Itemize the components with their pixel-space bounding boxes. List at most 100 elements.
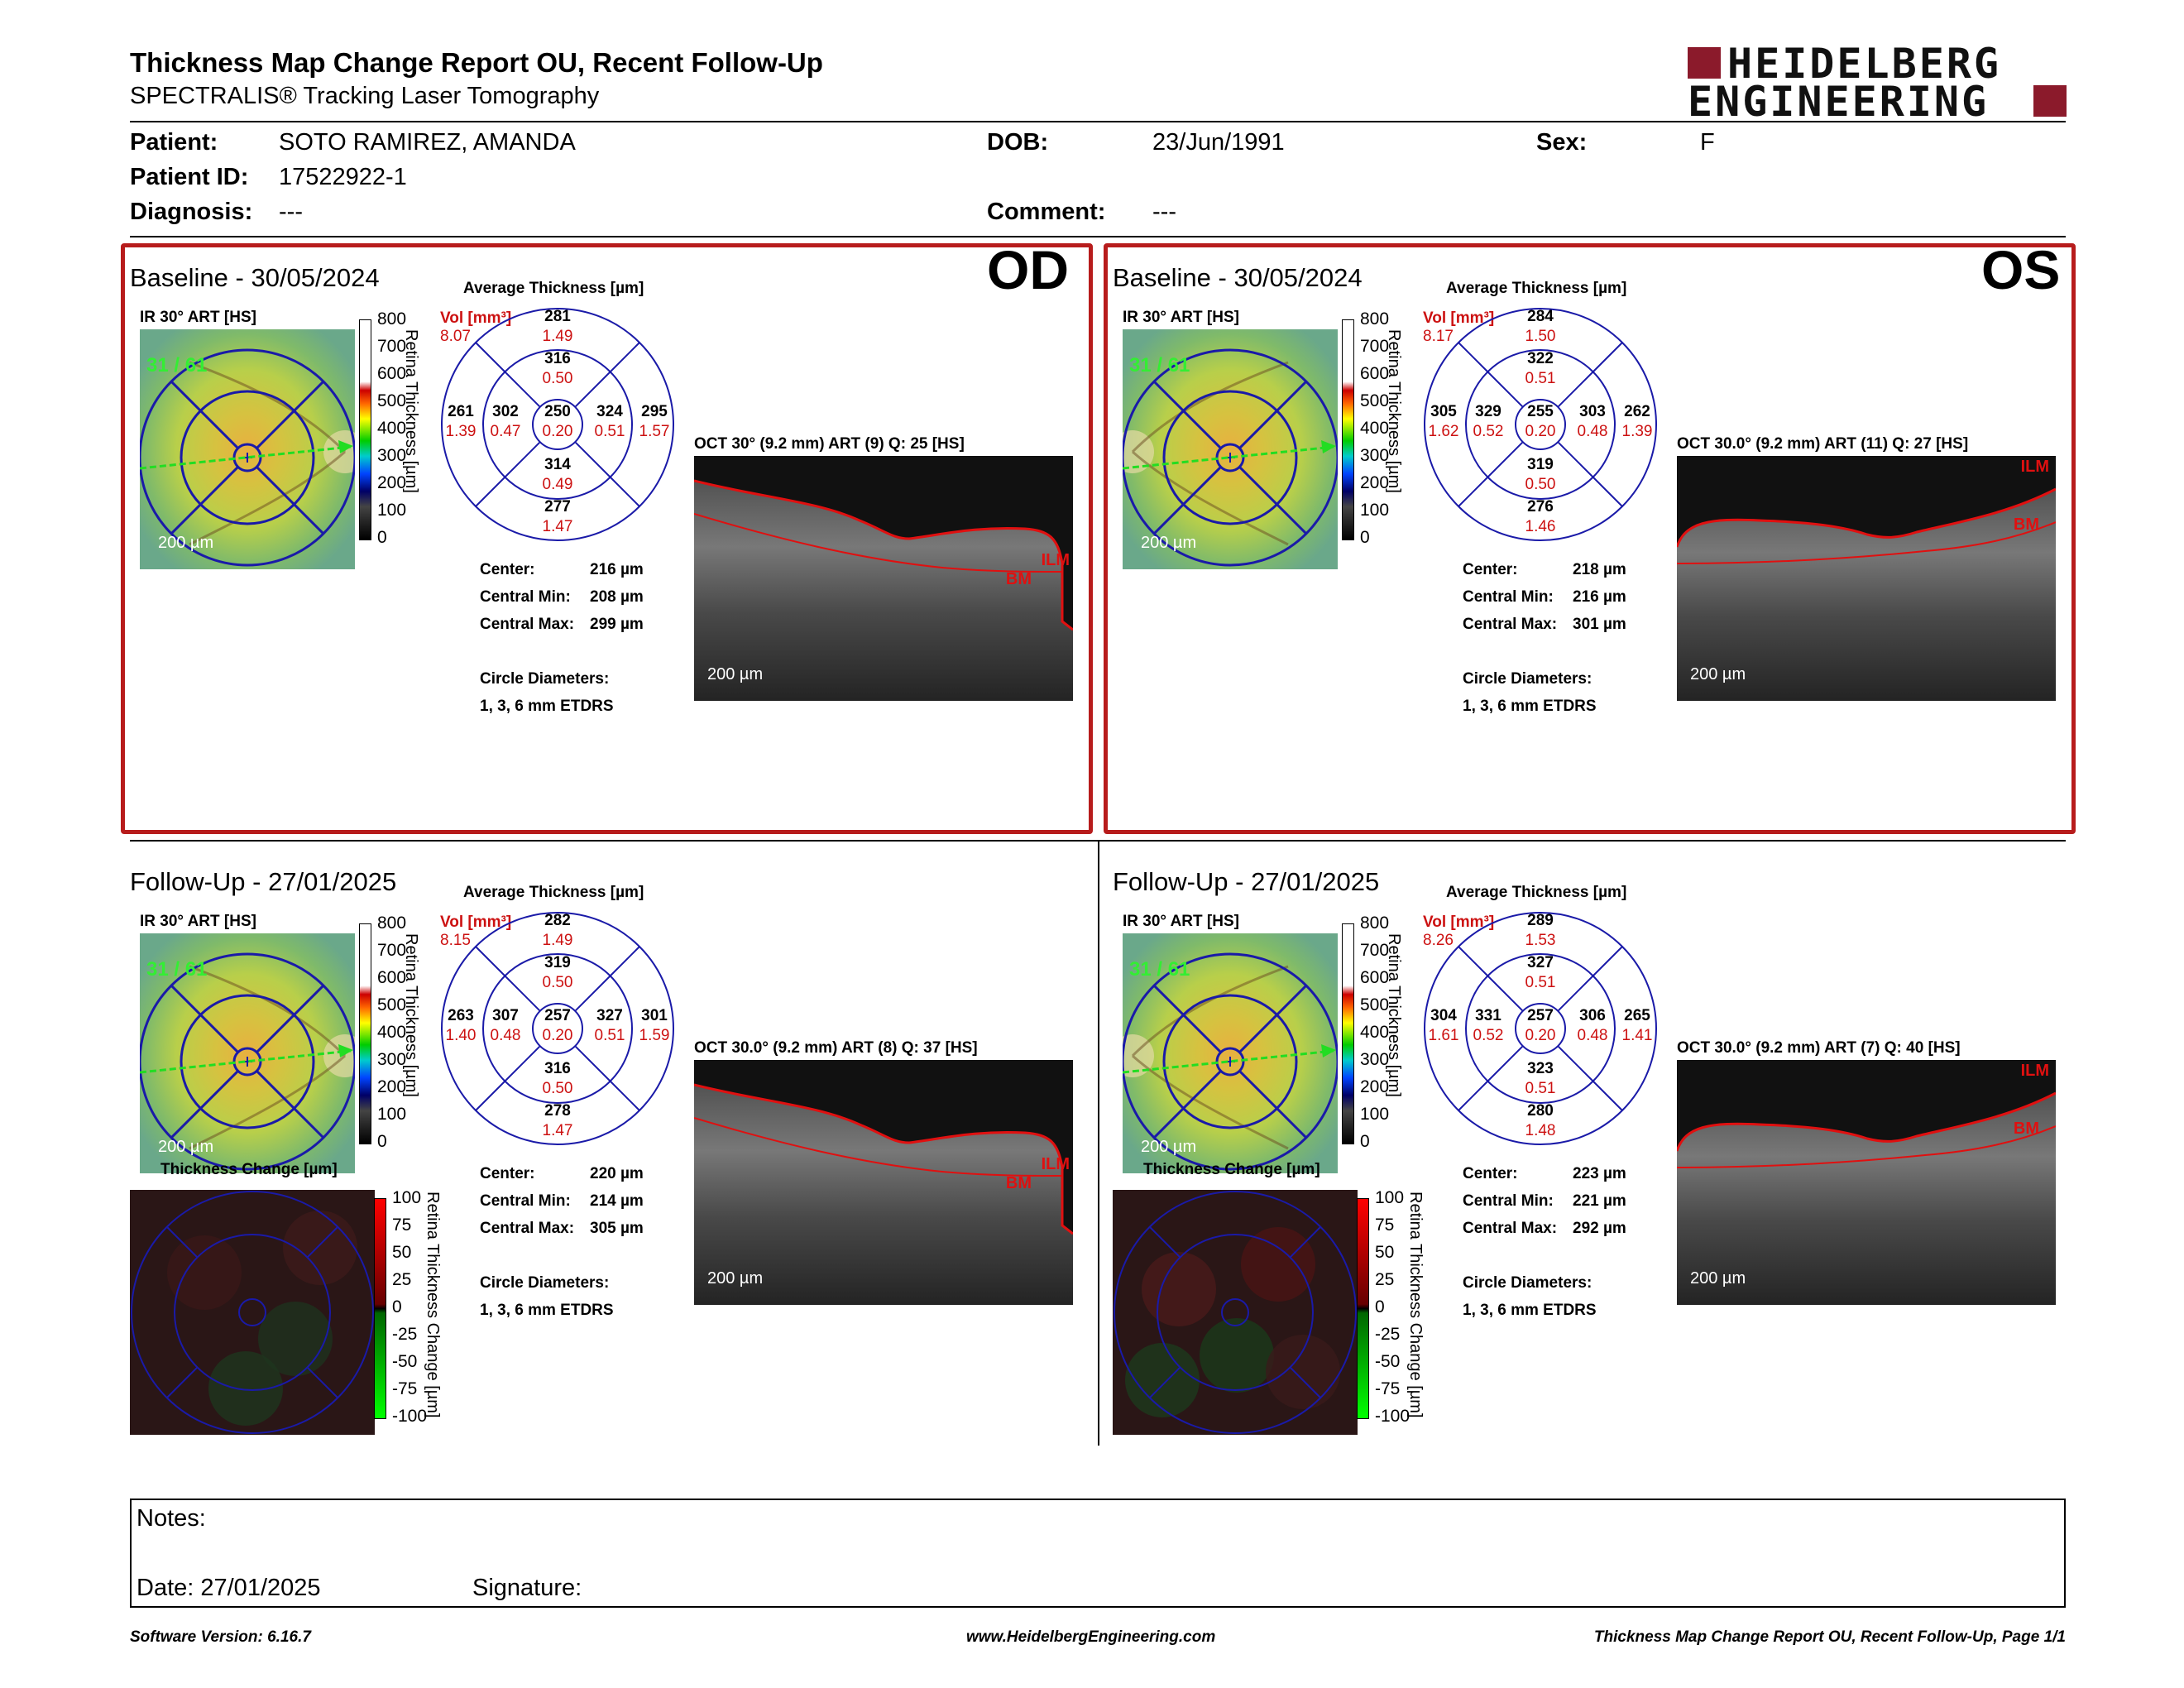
thickness-color-scale	[359, 923, 371, 1144]
change-tick: 75	[392, 1216, 412, 1235]
center-thickness-value: 218 µm	[1573, 561, 1626, 578]
change-tick: -25	[392, 1325, 418, 1344]
ir-label: IR 30° ART [HS]	[1123, 913, 1239, 930]
os-baseline-frame	[1104, 243, 2076, 834]
sector-volume-inner-top: 0.51	[1525, 370, 1556, 387]
section-title: Baseline - 30/05/2024	[130, 263, 380, 292]
sector-thickness-inner-left: 329	[1475, 403, 1502, 420]
retina-axis-label: Retina Thickness [µm]	[402, 933, 420, 1097]
change-color-scale	[374, 1198, 386, 1419]
change-tick: -100	[392, 1407, 428, 1426]
section-title: Follow-Up - 27/01/2025	[130, 867, 397, 896]
central-max-value: 292 µm	[1573, 1220, 1626, 1237]
center-thickness-label: Center:	[480, 561, 535, 578]
thickness-color-scale	[1342, 923, 1354, 1144]
sector-thickness-outer-right: 301	[641, 1007, 668, 1024]
avg-thickness-title: Average Thickness [µm]	[1446, 884, 1627, 901]
thickness-tick: 500	[1360, 391, 1390, 410]
thickness-tick: 500	[377, 995, 407, 1014]
oct-label: OCT 30.0° (9.2 mm) ART (8) Q: 37 [HS]	[694, 1039, 978, 1057]
central-min-label: Central Min:	[480, 588, 571, 606]
thickness-tick: 100	[1360, 1105, 1390, 1124]
etdrs-diagram	[441, 912, 674, 1145]
central-min-value: 216 µm	[1573, 588, 1626, 606]
thickness-tick: 400	[1360, 1023, 1390, 1042]
avg-thickness-title: Average Thickness [µm]	[463, 280, 644, 297]
bm-label: BM	[2013, 516, 2039, 534]
sector-thickness-inner-right: 303	[1579, 403, 1606, 420]
thickness-tick: 800	[377, 309, 407, 328]
notes-label: Notes:	[136, 1505, 206, 1532]
sector-volume-center: 0.20	[542, 1027, 573, 1044]
sector-thickness-outer-top: 282	[544, 912, 571, 929]
change-tick: -50	[1375, 1352, 1401, 1371]
sector-thickness-inner-right: 306	[1579, 1007, 1606, 1024]
central-max-label: Central Max:	[1463, 1220, 1558, 1237]
sector-volume-inner-bottom: 0.51	[1525, 1080, 1556, 1097]
oct-scale: 200 µm	[1690, 1269, 1746, 1288]
sector-volume-inner-top: 0.50	[542, 974, 573, 991]
thickness-tick: 300	[1360, 446, 1390, 465]
sector-thickness-outer-right: 295	[641, 403, 668, 420]
oct-scale: 200 µm	[707, 665, 764, 683]
sector-volume-outer-top: 1.53	[1525, 932, 1556, 949]
sector-thickness-inner-top: 316	[544, 350, 571, 367]
circle-diameters-value: 1, 3, 6 mm ETDRS	[480, 1302, 614, 1319]
circle-diameters-label: Circle Diameters:	[1463, 670, 1592, 688]
sector-thickness-inner-bottom: 316	[544, 1060, 571, 1077]
logo-text-1: HEIDELBERG	[1727, 40, 2002, 88]
circle-diameters-label: Circle Diameters:	[1463, 1274, 1592, 1292]
thickness-map: 31 / 61 200 µm	[1123, 933, 1338, 1173]
thickness-tick: 800	[1360, 914, 1390, 933]
thickness-map: 31 / 61 200 µm	[140, 329, 355, 569]
frame-counter: 31 / 61	[146, 958, 208, 981]
sector-volume-inner-bottom: 0.49	[542, 476, 573, 493]
sector-volume-outer-left: 1.39	[445, 423, 477, 440]
thickness-tick: 700	[1360, 941, 1390, 960]
circle-diameters-value: 1, 3, 6 mm ETDRS	[480, 698, 614, 715]
sector-thickness-outer-right: 265	[1624, 1007, 1650, 1024]
change-tick: 100	[1375, 1188, 1405, 1207]
sector-volume-inner-right: 0.51	[594, 423, 625, 440]
section-title: Follow-Up - 27/01/2025	[1113, 867, 1380, 896]
website-link[interactable]: www.HeidelbergEngineering.com	[966, 1628, 1216, 1646]
notes-box: Notes: Date: 27/01/2025 Signature:	[130, 1499, 2066, 1608]
sector-thickness-center: 255	[1527, 403, 1554, 420]
sector-thickness-outer-left: 305	[1430, 403, 1457, 420]
vol-label: Vol [mm³]	[440, 309, 512, 327]
sector-volume-inner-right: 0.51	[594, 1027, 625, 1044]
change-tick: -75	[1375, 1379, 1401, 1398]
change-tick: 50	[1375, 1243, 1395, 1262]
circle-diameters-value: 1, 3, 6 mm ETDRS	[1463, 1302, 1597, 1319]
change-color-scale	[1357, 1198, 1369, 1419]
circle-diameters-value: 1, 3, 6 mm ETDRS	[1463, 698, 1597, 715]
thickness-change-title: Thickness Change [µm]	[1143, 1161, 1320, 1178]
sector-thickness-center: 250	[544, 403, 571, 420]
sector-thickness-inner-top: 319	[544, 954, 571, 971]
vol-label: Vol [mm³]	[440, 914, 512, 931]
logo-text-2: ENGINEERING	[1688, 78, 1990, 126]
sector-thickness-outer-top: 281	[544, 308, 571, 325]
thickness-tick: 700	[377, 337, 407, 356]
sector-thickness-center: 257	[1527, 1007, 1554, 1024]
sector-thickness-inner-right: 324	[596, 403, 623, 420]
sector-volume-inner-top: 0.50	[542, 370, 573, 387]
sex-value: F	[1700, 129, 1715, 156]
od-baseline-frame	[121, 243, 1093, 834]
thickness-tick: 400	[377, 1023, 407, 1042]
thickness-map: 31 / 61 200 µm	[140, 933, 355, 1173]
central-max-label: Central Max:	[480, 616, 575, 633]
change-tick: 0	[1375, 1297, 1385, 1316]
thickness-tick: 100	[377, 1105, 407, 1124]
thickness-tick: 600	[1360, 968, 1390, 987]
thickness-tick: 0	[377, 1132, 387, 1151]
sector-volume-outer-right: 1.59	[639, 1027, 670, 1044]
ilm-label: ILM	[1041, 1155, 1070, 1173]
thickness-color-scale	[1342, 319, 1354, 540]
sector-volume-center: 0.20	[1525, 423, 1556, 440]
thickness-tick: 600	[377, 968, 407, 987]
sex-label: Sex:	[1536, 129, 1588, 156]
oct-bscan: ILM BM 200 µm	[694, 456, 1073, 701]
sector-thickness-inner-bottom: 314	[544, 456, 571, 473]
patient-id: 17522922-1	[279, 164, 407, 190]
